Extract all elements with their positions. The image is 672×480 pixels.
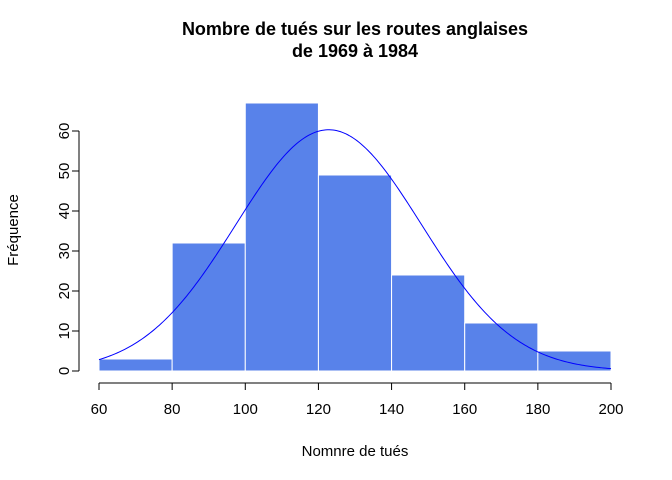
x-tick-label: 200 bbox=[598, 401, 623, 418]
chart-title-line2: de 1969 à 1984 bbox=[292, 41, 418, 61]
chart-title-line1: Nombre de tués sur les routes anglaises bbox=[182, 19, 528, 39]
y-tick-label: 30 bbox=[56, 243, 73, 260]
normal-density-curve bbox=[98, 129, 612, 370]
y-tick-label: 0 bbox=[56, 367, 73, 375]
y-tick-label: 50 bbox=[56, 163, 73, 180]
histogram-bar bbox=[391, 274, 466, 372]
y-axis: 0 10 20 30 40 50 60 bbox=[56, 123, 80, 375]
x-tick-label: 140 bbox=[379, 401, 404, 418]
histogram-bar bbox=[171, 242, 246, 372]
x-tick-label: 160 bbox=[452, 401, 477, 418]
histogram-bar bbox=[98, 358, 173, 372]
bars-group bbox=[98, 102, 612, 372]
x-tick-label: 180 bbox=[525, 401, 550, 418]
y-axis-label: Fréquence bbox=[5, 194, 22, 266]
histogram-bar bbox=[537, 350, 612, 372]
y-tick-label: 60 bbox=[56, 123, 73, 140]
histogram-bar bbox=[244, 102, 319, 372]
x-tick-label: 60 bbox=[91, 401, 108, 418]
x-axis: 60 80 100 120 140 160 180 200 bbox=[91, 382, 624, 418]
x-tick-label: 80 bbox=[164, 401, 181, 418]
x-tick-label: 120 bbox=[306, 401, 331, 418]
y-tick-label: 10 bbox=[56, 323, 73, 340]
histogram-bar bbox=[464, 322, 539, 372]
y-tick-label: 40 bbox=[56, 203, 73, 220]
x-axis-label: Nomnre de tués bbox=[302, 443, 409, 460]
y-tick-label: 20 bbox=[56, 283, 73, 300]
x-tick-label: 100 bbox=[233, 401, 258, 418]
histogram-bar bbox=[317, 174, 393, 372]
